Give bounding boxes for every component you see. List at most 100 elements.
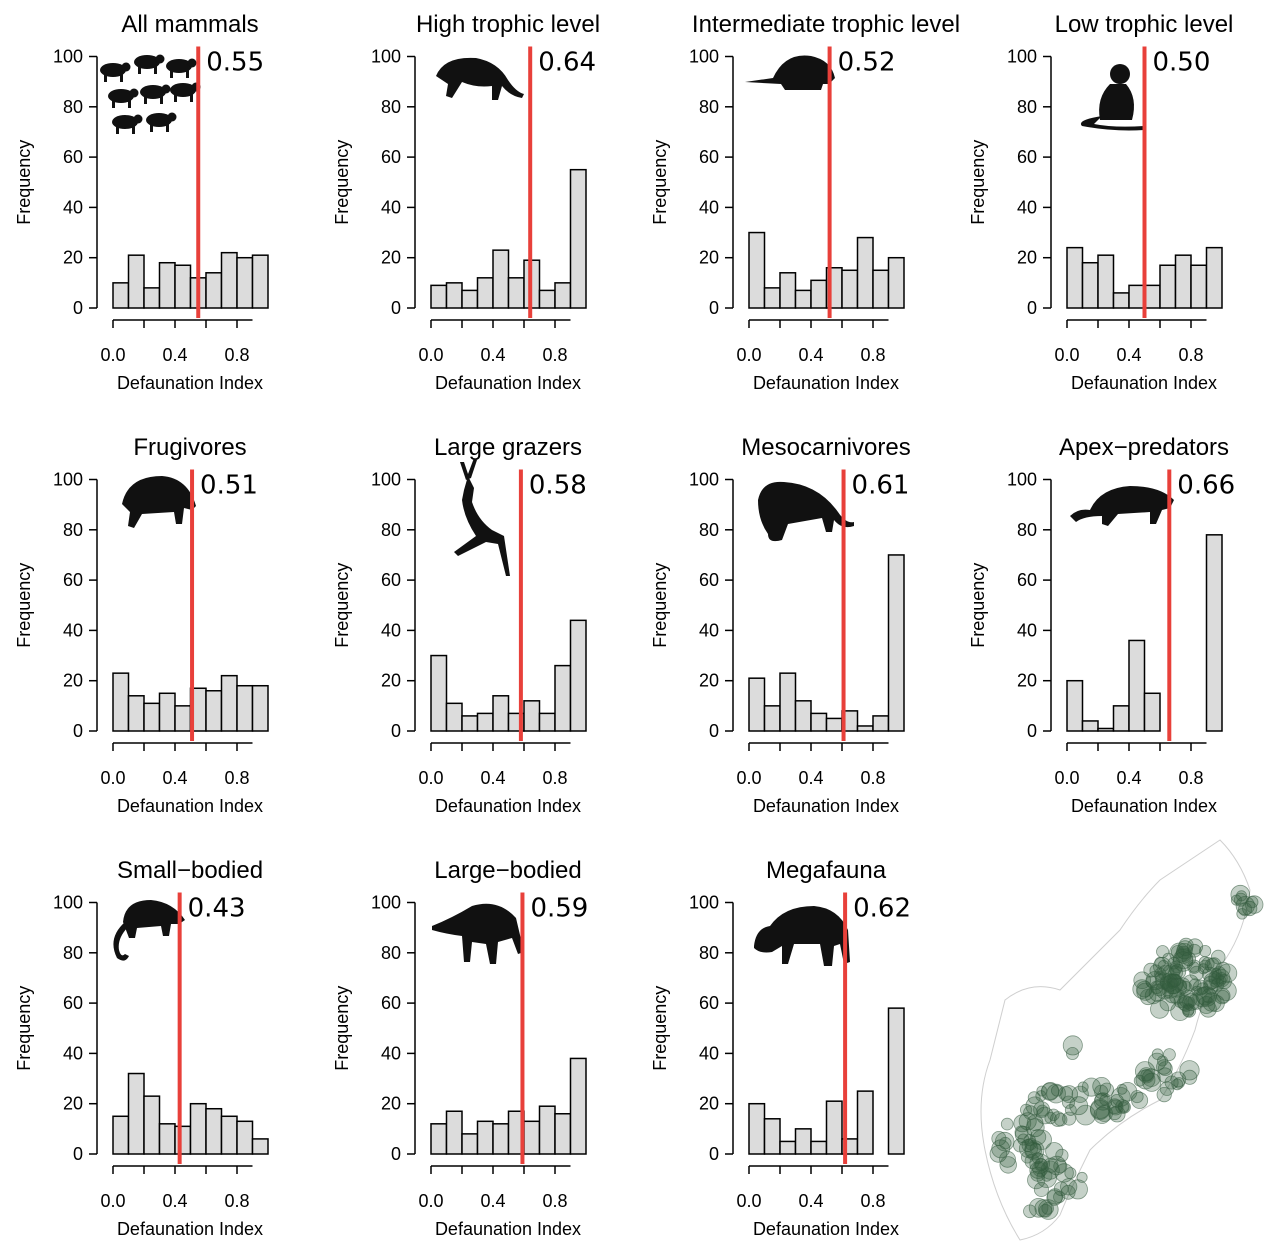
- histogram-bar: [554, 282, 572, 309]
- histogram-bar: [174, 1125, 192, 1155]
- y-axis-label: Frequency: [650, 986, 670, 1071]
- histogram-bar: [1112, 292, 1130, 309]
- y-axis-label: Frequency: [332, 140, 352, 225]
- x-tick-label: 0.0: [100, 345, 125, 365]
- x-tick-label: 0.4: [798, 768, 823, 788]
- histogram-bar: [236, 256, 254, 309]
- y-tick-label: 60: [63, 993, 83, 1013]
- y-tick-label: 100: [689, 470, 719, 490]
- y-tick-label: 60: [699, 147, 719, 167]
- y-tick-label: 40: [1017, 197, 1037, 217]
- histogram-bar: [538, 289, 556, 309]
- chart-panel: Megafauna 0 20 40 60 80 100 Frequency 0.0 0.4 0.8 D…: [650, 857, 911, 1239]
- histogram-bar: [158, 692, 176, 732]
- chart-title: High trophic level: [416, 11, 600, 38]
- map-site-circle: [1171, 1078, 1184, 1091]
- histogram-bar: [205, 272, 223, 309]
- mean-marker-label: 0.61: [852, 471, 910, 501]
- x-axis-label: Defaunation Index: [117, 796, 263, 816]
- x-tick-label: 0.8: [542, 345, 567, 365]
- map-site-circle: [1136, 980, 1153, 998]
- map-site-circle: [1053, 1190, 1066, 1204]
- y-tick-label: 60: [381, 147, 401, 167]
- y-tick-label: 60: [1017, 570, 1037, 590]
- map-site-circle: [1179, 1060, 1200, 1081]
- map-site-circle: [1142, 1068, 1161, 1087]
- y-tick-label: 80: [699, 97, 719, 117]
- histogram-bar: [236, 684, 254, 732]
- y-tick-label: 20: [699, 671, 719, 691]
- y-axis-label: Frequency: [332, 563, 352, 648]
- map-site-circle: [1111, 1087, 1131, 1107]
- map-site-circle: [1173, 1077, 1185, 1089]
- histogram-bar: [127, 254, 145, 309]
- x-tick-label: 0.8: [1178, 768, 1203, 788]
- y-tick-label: 80: [381, 97, 401, 117]
- map-site-circle: [1208, 972, 1225, 988]
- y-tick-label: 20: [63, 248, 83, 268]
- histogram-bar: [143, 287, 161, 309]
- x-axis-label: Defaunation Index: [435, 796, 581, 816]
- histogram-bar: [810, 712, 828, 732]
- x-tick-label: 0.4: [162, 768, 187, 788]
- jaguar-icon: [1070, 486, 1174, 526]
- map-site-circle: [1033, 1182, 1049, 1198]
- histogram-bar: [779, 672, 797, 732]
- chart-title: All mammals: [121, 11, 258, 38]
- histogram-bar: [794, 1128, 812, 1155]
- y-tick-label: 100: [53, 47, 83, 67]
- histogram-bar: [794, 700, 812, 732]
- histogram-bar: [445, 702, 463, 732]
- map-site-circle: [1182, 1003, 1197, 1018]
- x-tick-label: 0.0: [100, 1191, 125, 1211]
- y-tick-label: 20: [1017, 671, 1037, 691]
- histogram-bar: [810, 279, 828, 309]
- histogram-bar: [841, 269, 859, 309]
- map-site-circle: [1036, 1104, 1049, 1117]
- y-tick-label: 0: [709, 298, 719, 318]
- x-tick-label: 0.8: [224, 1191, 249, 1211]
- chart-panel: High trophic level 0 20 40 60 80 100 Frequency 0…: [332, 11, 600, 393]
- mean-marker-label: 0.51: [200, 471, 258, 501]
- map-site-circle: [1077, 1081, 1089, 1093]
- histogram-bar: [779, 1140, 797, 1155]
- y-axis-label: Frequency: [14, 563, 34, 648]
- histogram-bar: [810, 1140, 828, 1155]
- map-site-circle: [1064, 1104, 1077, 1116]
- histogram-bar: [1112, 705, 1130, 732]
- histogram-bar: [127, 1072, 145, 1155]
- x-tick-label: 0.4: [480, 345, 505, 365]
- y-tick-label: 100: [371, 470, 401, 490]
- histogram-bar: [1097, 727, 1115, 732]
- histogram-bar: [569, 1057, 587, 1155]
- histogram-bar: [112, 672, 130, 732]
- y-tick-label: 0: [709, 1144, 719, 1164]
- histogram-bar: [748, 677, 766, 732]
- histogram-bar: [779, 272, 797, 309]
- x-tick-label: 0.0: [1054, 768, 1079, 788]
- map-site-circle: [1159, 975, 1176, 992]
- histogram-bar: [205, 690, 223, 732]
- mean-marker-label: 0.55: [206, 48, 264, 78]
- map-site-circle: [1150, 999, 1170, 1019]
- x-axis-label: Defaunation Index: [117, 1219, 263, 1239]
- y-tick-label: 100: [689, 893, 719, 913]
- map-site-circle: [1162, 952, 1175, 965]
- y-tick-label: 20: [381, 248, 401, 268]
- map-site-circle: [1246, 895, 1259, 909]
- map-site-circle: [1066, 1047, 1080, 1061]
- histogram-bar: [251, 684, 269, 732]
- chart-panel: Low trophic level 0 20 40 60 80 100 Frequency 0.…: [968, 11, 1233, 393]
- x-tick-label: 0.0: [1054, 345, 1079, 365]
- histogram-bar: [430, 1123, 448, 1155]
- map-site-circle: [1041, 1082, 1060, 1101]
- puma-icon: [436, 57, 524, 100]
- y-tick-label: 0: [73, 721, 83, 741]
- histogram-bar: [887, 256, 905, 309]
- histogram-bar: [856, 236, 874, 309]
- y-tick-label: 100: [689, 47, 719, 67]
- map-site-circle: [1061, 1095, 1076, 1109]
- mean-marker-label: 0.58: [529, 471, 587, 501]
- histogram-bar: [763, 1118, 781, 1155]
- x-tick-label: 0.0: [736, 345, 761, 365]
